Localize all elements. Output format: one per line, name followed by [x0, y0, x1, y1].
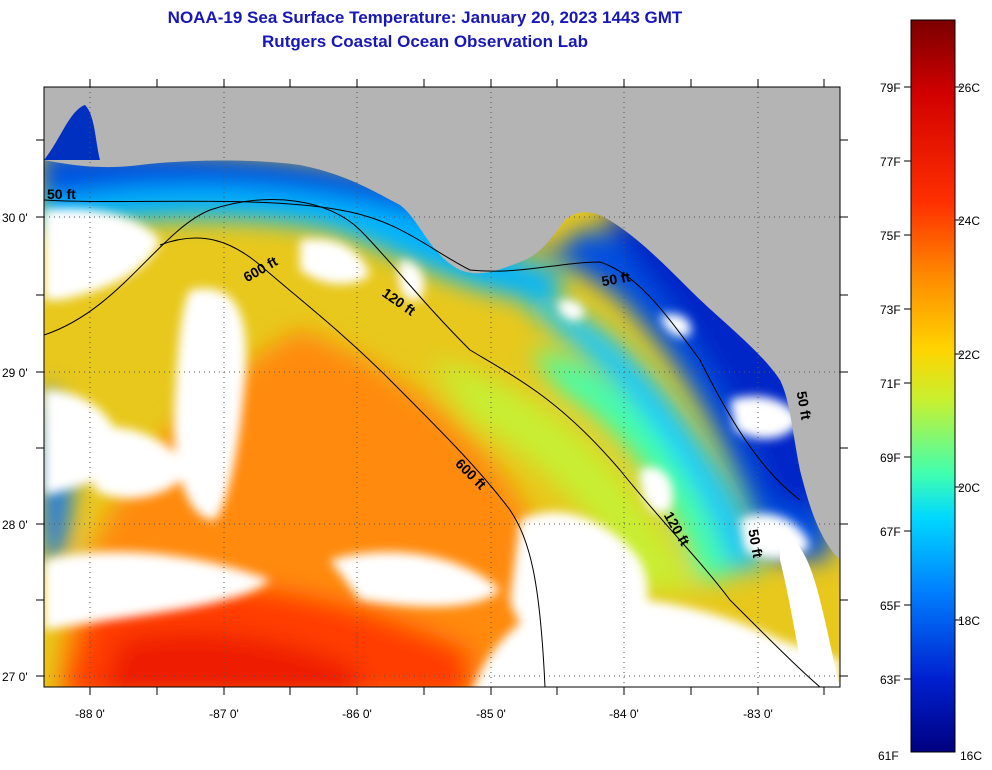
scale-label-c: 16C	[960, 749, 982, 763]
isobath-label: 50 ft	[794, 390, 815, 421]
cloud-mask	[44, 208, 840, 687]
lon-label: -88 0'	[75, 707, 105, 721]
map-title: NOAA-19 Sea Surface Temperature: January…	[167, 8, 683, 27]
isobath-label: 50 ft	[47, 186, 76, 202]
scale-label-f: 77F	[880, 155, 901, 169]
lon-label: -85 0'	[476, 707, 506, 721]
lat-label: 28 0'	[2, 518, 28, 532]
scale-label-f: 67F	[880, 525, 901, 539]
scale-label-f: 69F	[880, 451, 901, 465]
isobath-label: 50 ft	[745, 528, 766, 559]
lon-label: -83 0'	[743, 707, 773, 721]
color-scale-gradient	[910, 19, 956, 753]
longitude-labels: -88 0' -87 0' -86 0' -85 0' -84 0' -83 0…	[75, 707, 773, 721]
lat-label: 27 0'	[2, 670, 28, 684]
scale-label-f: 79F	[880, 81, 901, 95]
graticule	[44, 87, 840, 687]
color-scale-ticks	[904, 86, 962, 680]
scale-label-c: 26C	[958, 81, 980, 95]
color-scale-bar: 79F 77F 75F 73F 71F 69F 67F 65F 63F 61F …	[878, 19, 982, 763]
scale-label-f: 73F	[880, 303, 901, 317]
lat-label: 29 0'	[2, 366, 28, 380]
scale-label-f: 65F	[880, 599, 901, 613]
sst-image: 50 ft 600 ft 120 ft 50 ft 600 ft 120 ft …	[44, 87, 840, 687]
scale-label-c: 18C	[958, 614, 980, 628]
scale-label-f: 61F	[878, 749, 899, 763]
map-frame	[43, 86, 841, 688]
scale-label-c: 22C	[958, 348, 980, 362]
isobath-label: 50 ft	[600, 268, 631, 289]
map-subtitle: Rutgers Coastal Ocean Observation Lab	[262, 32, 588, 51]
isobath-lines	[44, 199, 821, 687]
lon-label: -84 0'	[609, 707, 639, 721]
scale-label-f: 75F	[880, 229, 901, 243]
scale-label-c: 20C	[958, 481, 980, 495]
lon-label: -87 0'	[209, 707, 239, 721]
land-mass	[44, 87, 840, 560]
scale-label-c: 24C	[958, 214, 980, 228]
axis-ticks	[36, 79, 848, 695]
latitude-labels: 30 0' 29 0' 28 0' 27 0'	[2, 211, 28, 684]
scale-label-f: 71F	[880, 377, 901, 391]
lat-label: 30 0'	[2, 211, 28, 225]
lon-label: -86 0'	[342, 707, 372, 721]
scale-label-f: 63F	[880, 673, 901, 687]
